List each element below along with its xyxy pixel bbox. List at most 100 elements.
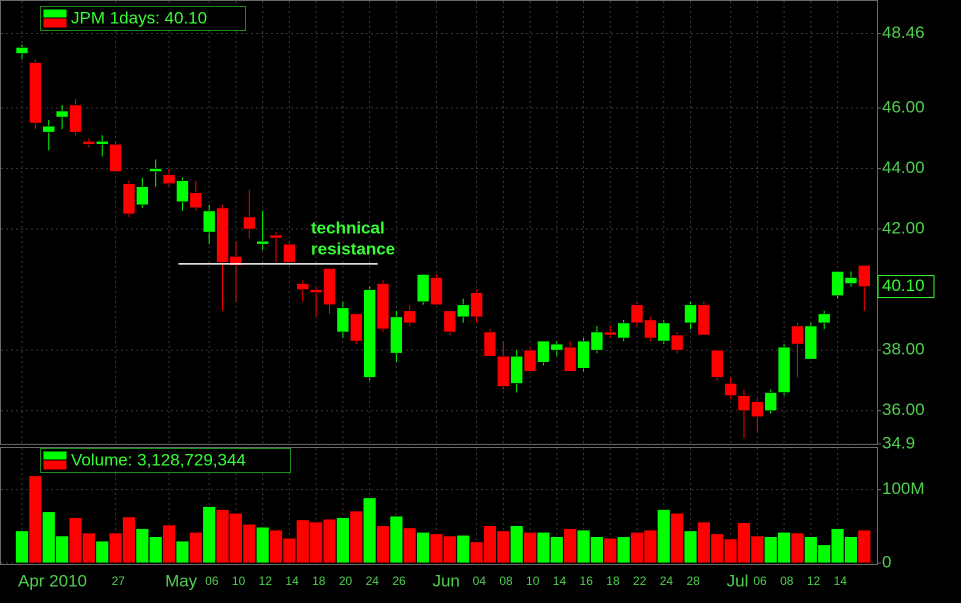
x-tick-label: 16 [580,574,594,588]
volume-title: Volume: 3,128,729,344 [71,450,246,469]
candle-body [162,174,176,184]
marks-layer: technical resistance [15,44,872,564]
volume-bar [790,532,805,564]
volume-bar [95,540,110,564]
x-tick-label: May [165,571,198,590]
volume-bar [188,531,203,564]
volume-bar [15,530,29,564]
x-tick-label: 14 [553,574,567,588]
volume-bar [576,529,591,564]
candle-body [202,210,216,233]
volume-bar [616,536,631,564]
candle-body [617,322,630,339]
volume-bar [349,510,364,564]
volume-bar [483,525,497,564]
candle-body [684,304,697,324]
candle-body [416,274,430,303]
price-legend: JPM 1days: 40.10 [40,6,246,31]
volume-bar [549,536,564,564]
candle-body [670,334,684,351]
volume-bar [108,532,123,564]
volume-bar [723,538,738,564]
volume-bar [162,524,176,564]
volume-bar [376,525,390,564]
candle-body [590,331,604,351]
candle-body [95,140,109,145]
volume-bar [28,475,43,564]
candle-body [443,310,457,333]
volume-bar [175,540,190,564]
x-tick-label: 27 [112,574,126,588]
volume-bar [122,516,136,564]
volume-bar [429,533,444,564]
candle-body [242,216,256,230]
volume-bar [68,517,83,564]
candle-body [563,346,577,372]
annotation-text: resistance [311,239,395,258]
candle-body [309,289,323,293]
candle-body [764,392,778,411]
volume-bar [81,532,96,564]
candle-body [470,292,483,318]
volume-bar [803,536,818,564]
volume-bar [416,531,431,564]
volume-bar [603,537,618,564]
legend-down-swatch [42,17,68,29]
candle-body [710,349,724,378]
price-panel-frame [0,0,878,445]
volume-bar [255,526,270,564]
candle-body [283,243,296,263]
candle-body [577,340,590,369]
volume-bar [777,531,791,564]
volume-bar [456,534,471,564]
legend-box [40,6,246,31]
x-tick-label: 12 [807,574,821,588]
volume-bar [362,497,377,564]
x-tick-label: Apr 2010 [18,571,87,590]
x-tick-label: Jul [727,571,749,590]
volume-bar [41,511,56,564]
candle-body [136,186,149,206]
x-tick-label: 18 [606,574,620,588]
y-tick-label: 100M [882,479,925,498]
candle-body [724,383,737,396]
candle-body [630,304,644,324]
x-tick-label: 24 [660,574,674,588]
x-tick-label: 12 [259,574,273,588]
candle-body [858,265,871,287]
volume-bar [683,530,698,564]
candle-body [363,289,376,378]
y-tick-label: 48.46 [882,23,925,42]
candle-body [29,62,42,124]
candle-body [15,47,29,54]
volume-bar [630,531,644,564]
volume-bar [710,533,725,564]
candle-body [751,401,764,418]
candle-body [269,234,283,239]
candle-body [109,143,122,172]
candle-body [323,268,336,306]
x-tick-label: 08 [780,574,794,588]
volume-bar [656,509,671,564]
x-tick-label: 10 [232,574,246,588]
y-tick-label: 38.00 [882,340,925,359]
legend-up-swatch [42,8,68,19]
candle-body [817,313,831,324]
y-tick-label: 0 [882,552,891,571]
volume-bar [857,529,872,564]
volume-bar [696,521,711,564]
volume-bar [442,535,457,564]
x-tick-label: 18 [312,574,326,588]
candle-body [657,322,671,342]
x-tick-label: 22 [633,574,647,588]
candle-body [82,140,96,145]
candle-body [42,125,56,133]
volume-bar [750,535,765,564]
x-tick-label: 24 [366,574,380,588]
x-tick-label: 20 [339,574,353,588]
candle-body [256,240,269,245]
volume-bar [496,530,511,564]
y-tick-label: 44.00 [882,158,925,177]
volume-bar [322,518,337,564]
